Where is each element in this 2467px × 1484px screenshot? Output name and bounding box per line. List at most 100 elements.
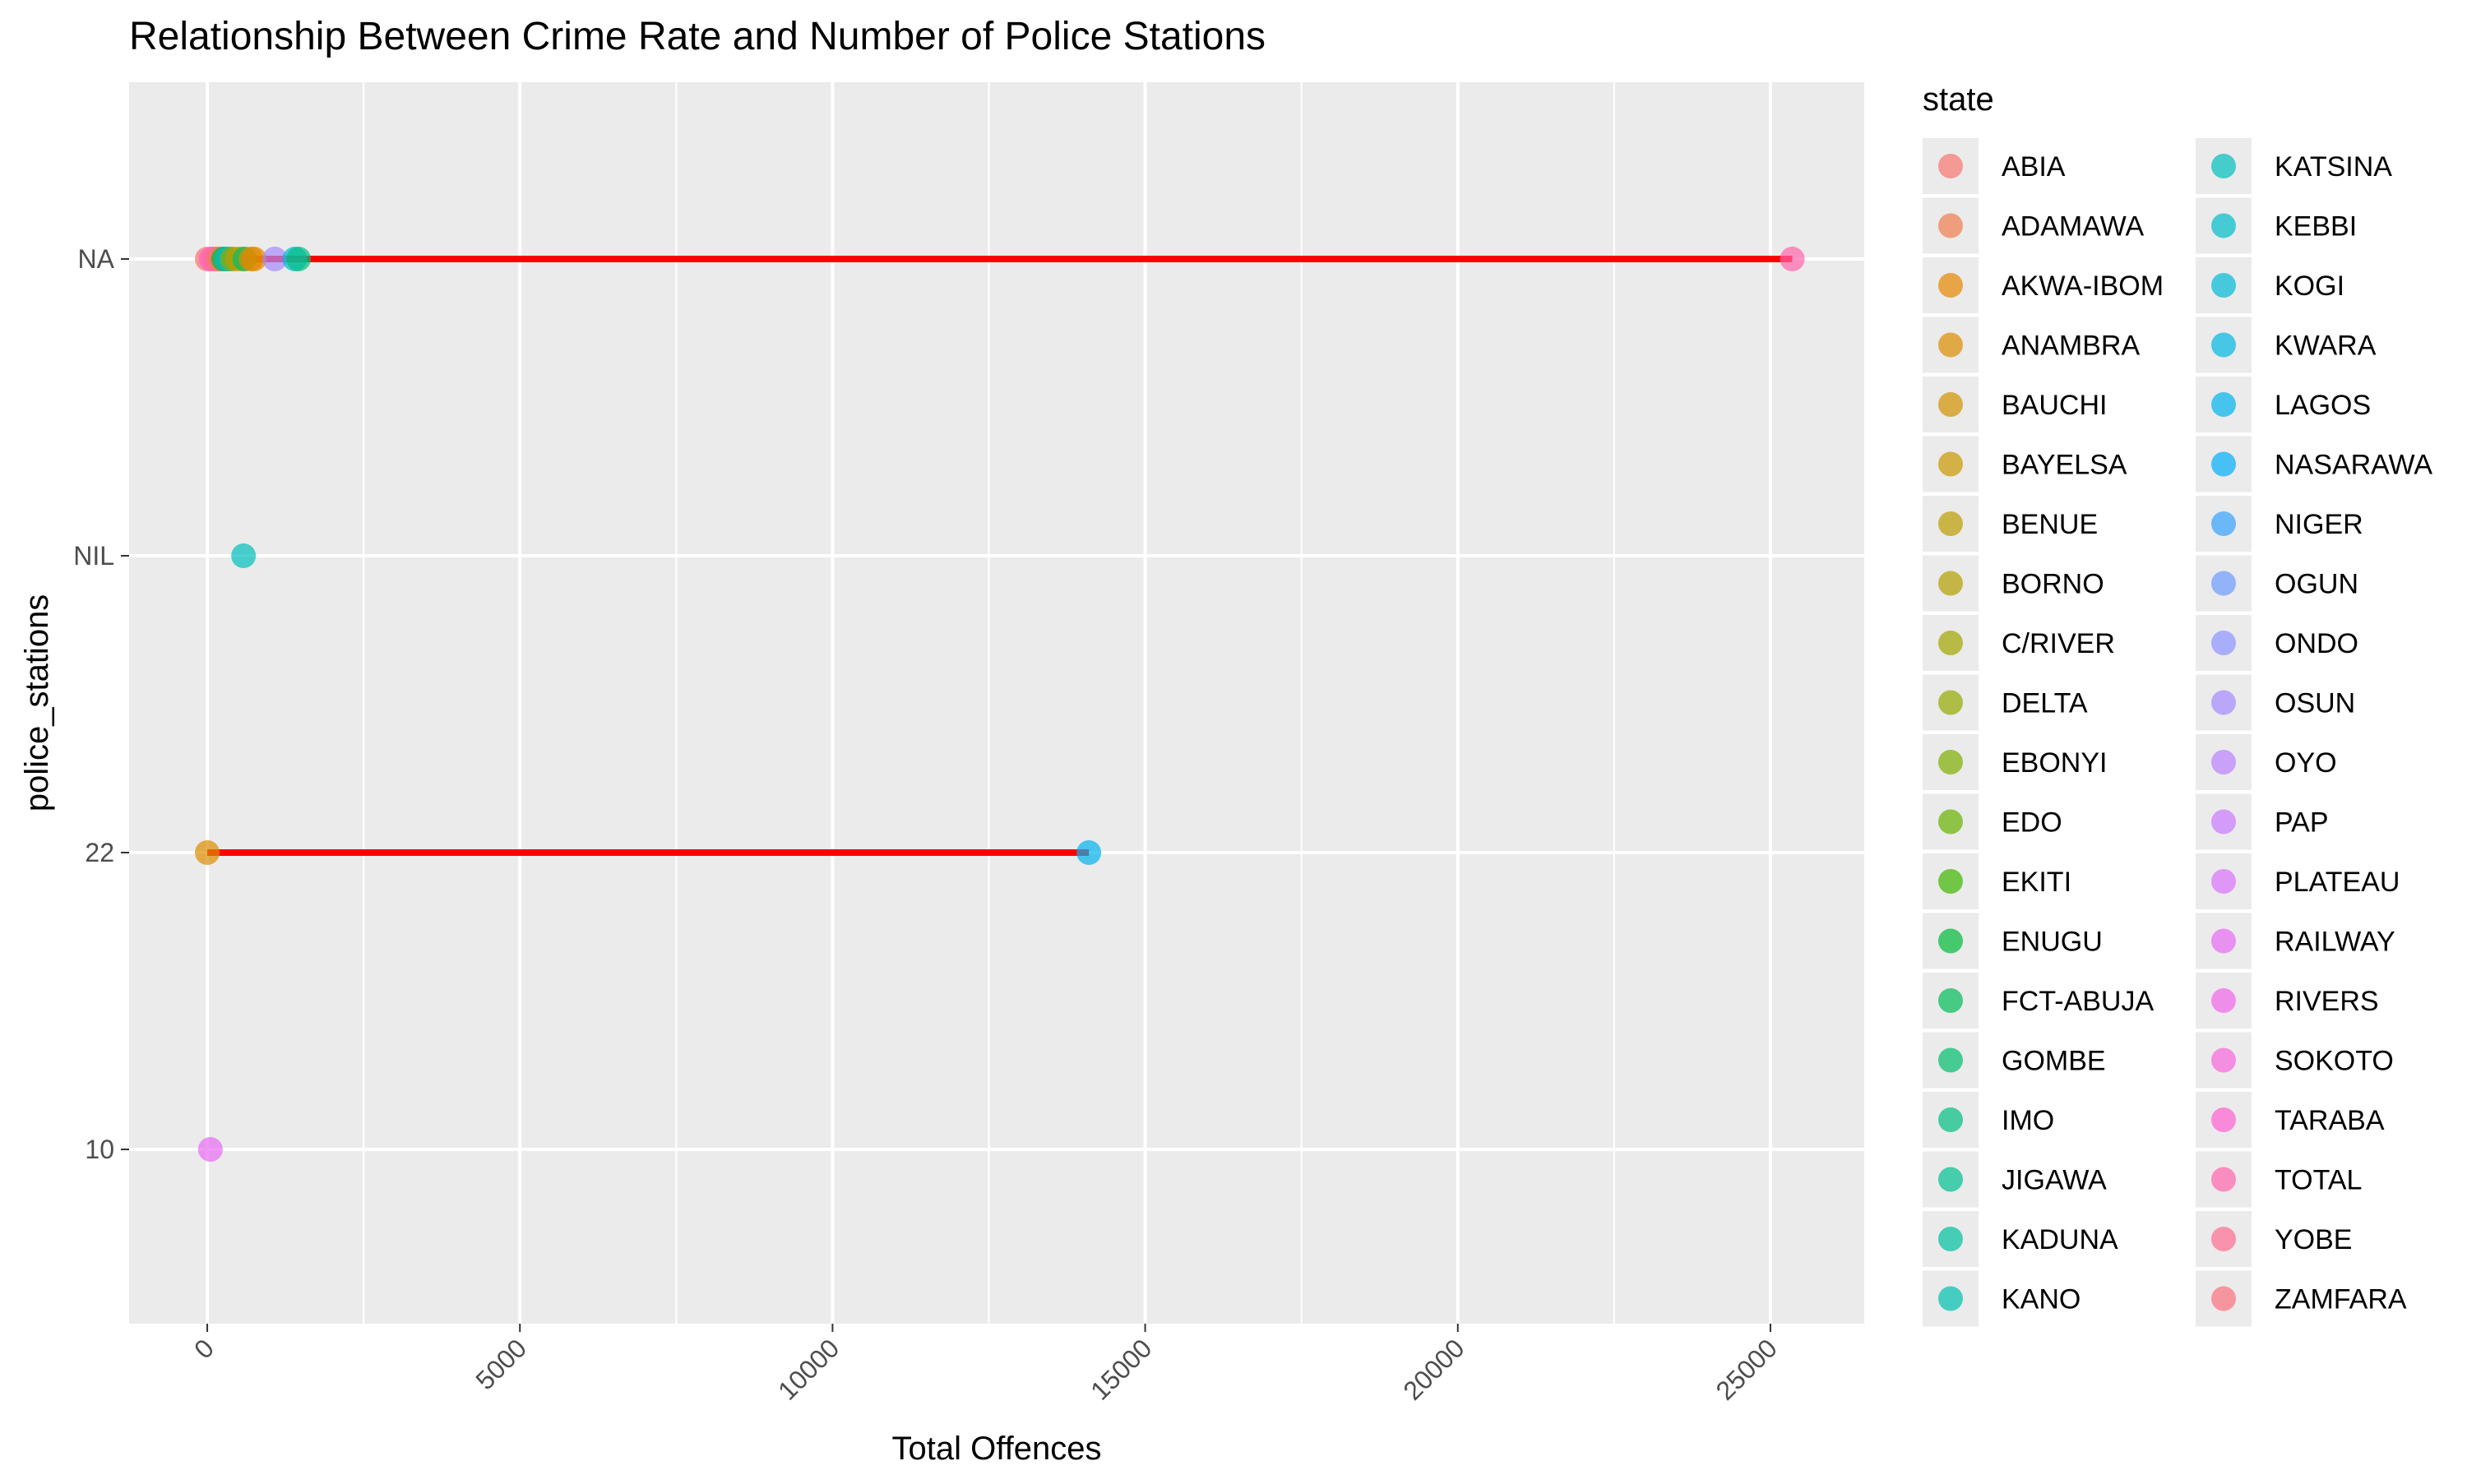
legend-swatch [2211, 1286, 2236, 1311]
legend-label: YOBE [2275, 1224, 2352, 1255]
data-point [262, 247, 288, 271]
legend-label: BORNO [2002, 569, 2104, 600]
range-lines [207, 256, 1793, 856]
legend-label: KEBBI [2275, 211, 2357, 243]
legend-swatch [1938, 988, 1963, 1013]
legend-label: BAYELSA [2002, 450, 2127, 481]
legend-label: LAGOS [2275, 390, 2371, 421]
legend: state ABIA ADAMAWA AKWA-IBOM ANAMBRA BAUCHI B… [1923, 81, 2439, 1327]
y-axis: 10 22 NIL NA [73, 244, 129, 1164]
legend-swatch [2211, 809, 2236, 834]
data-point [197, 1137, 223, 1162]
y-tick-label: 22 [85, 838, 114, 867]
legend-swatch [1938, 332, 1963, 358]
legend-label: TOTAL [2275, 1165, 2362, 1196]
legend-swatch [2211, 928, 2236, 954]
legend-label: AKWA-IBOM [2002, 270, 2164, 302]
legend-label: KWARA [2275, 331, 2377, 362]
data-point [1076, 840, 1102, 865]
legend-swatch [2211, 154, 2236, 178]
legend-swatch [1938, 928, 1963, 954]
legend-swatch [1938, 1167, 1963, 1192]
legend-label: EBONYI [2002, 747, 2107, 779]
data-point [231, 543, 257, 568]
legend-label: RAILWAY [2275, 927, 2395, 958]
legend-label: KADUNA [2002, 1224, 2118, 1255]
x-tick-label: 25000 [1710, 1333, 1783, 1405]
legend-swatch [1938, 690, 1963, 715]
legend-swatch [1938, 869, 1963, 894]
x-tick-label: 15000 [1085, 1333, 1157, 1405]
legend-title: state [1923, 81, 1994, 118]
legend-label: KANO [2002, 1284, 2081, 1315]
legend-swatch [1938, 392, 1963, 417]
legend-label: EDO [2002, 807, 2062, 839]
minor-gridlines [363, 82, 1615, 1324]
legend-swatch [1938, 1107, 1963, 1132]
legend-label: EKITI [2002, 867, 2071, 898]
x-axis-title: Total Offences [892, 1431, 1102, 1467]
legend-label: GOMBE [2002, 1046, 2106, 1077]
legend-swatch [2211, 988, 2236, 1013]
legend-swatch [1938, 1047, 1963, 1073]
legend-label: KOGI [2275, 270, 2344, 302]
plot-panel [129, 82, 1864, 1324]
legend-label: BAUCHI [2002, 390, 2107, 421]
legend-label: ONDO [2275, 628, 2358, 659]
legend-swatch [2211, 690, 2236, 715]
legend-label: NIGER [2275, 509, 2363, 540]
legend-swatch [1938, 451, 1963, 477]
y-tick-label: 10 [85, 1135, 114, 1164]
legend-swatch [1938, 1286, 1963, 1311]
legend-swatch [2211, 451, 2236, 477]
legend-swatch [2211, 511, 2236, 536]
legend-swatch [2211, 1047, 2236, 1073]
data-point [1780, 247, 1805, 271]
data-point [242, 247, 267, 271]
legend-label: ENUGU [2002, 927, 2103, 958]
legend-label: NASARAWA [2275, 450, 2432, 481]
legend-key-background [1923, 132, 2439, 1324]
y-tick-label: NA [78, 244, 115, 274]
y-axis-title: police_stations [19, 594, 55, 812]
legend-swatch [2211, 213, 2236, 238]
x-tick-label: 10000 [772, 1333, 845, 1405]
legend-swatch [1938, 213, 1963, 238]
legend-swatch [2211, 869, 2236, 894]
legend-label: ZAMFARA [2275, 1284, 2407, 1315]
legend-swatch [2211, 1107, 2236, 1132]
legend-swatch [1938, 631, 1963, 655]
y-tick-label: NIL [73, 541, 114, 571]
legend-label: BENUE [2002, 509, 2098, 540]
legend-swatch [1938, 571, 1963, 596]
legend-label: ABIA [2002, 151, 2066, 183]
legend-swatch [1938, 511, 1963, 536]
legend-label: PAP [2275, 807, 2329, 839]
x-tick-label: 5000 [470, 1333, 532, 1395]
legend-swatch [1938, 1227, 1963, 1251]
legend-label: ANAMBRA [2002, 331, 2140, 362]
legend-swatch [1938, 750, 1963, 774]
legend-swatch [2211, 1227, 2236, 1251]
legend-swatch [2211, 273, 2236, 298]
legend-swatch [2211, 392, 2236, 417]
legend-label: IMO [2002, 1105, 2054, 1136]
legend-swatch [2211, 332, 2236, 358]
legend-swatch [2211, 1167, 2236, 1192]
legend-label: OYO [2275, 747, 2337, 779]
legend-label: KATSINA [2275, 151, 2392, 183]
legend-label: OGUN [2275, 569, 2358, 600]
legend-label: DELTA [2002, 688, 2088, 719]
x-axis: 0 5000 10000 15000 20000 25000 [188, 1324, 1783, 1406]
legend-swatch [1938, 154, 1963, 178]
legend-label: C/RIVER [2002, 628, 2115, 659]
legend-label: JIGAWA [2002, 1165, 2107, 1196]
x-tick-label: 20000 [1397, 1333, 1470, 1405]
legend-label: RIVERS [2275, 986, 2379, 1017]
legend-swatch [1938, 273, 1963, 298]
legend-label: TARABA [2275, 1105, 2385, 1136]
legend-label: OSUN [2275, 688, 2355, 719]
data-point [195, 840, 220, 865]
